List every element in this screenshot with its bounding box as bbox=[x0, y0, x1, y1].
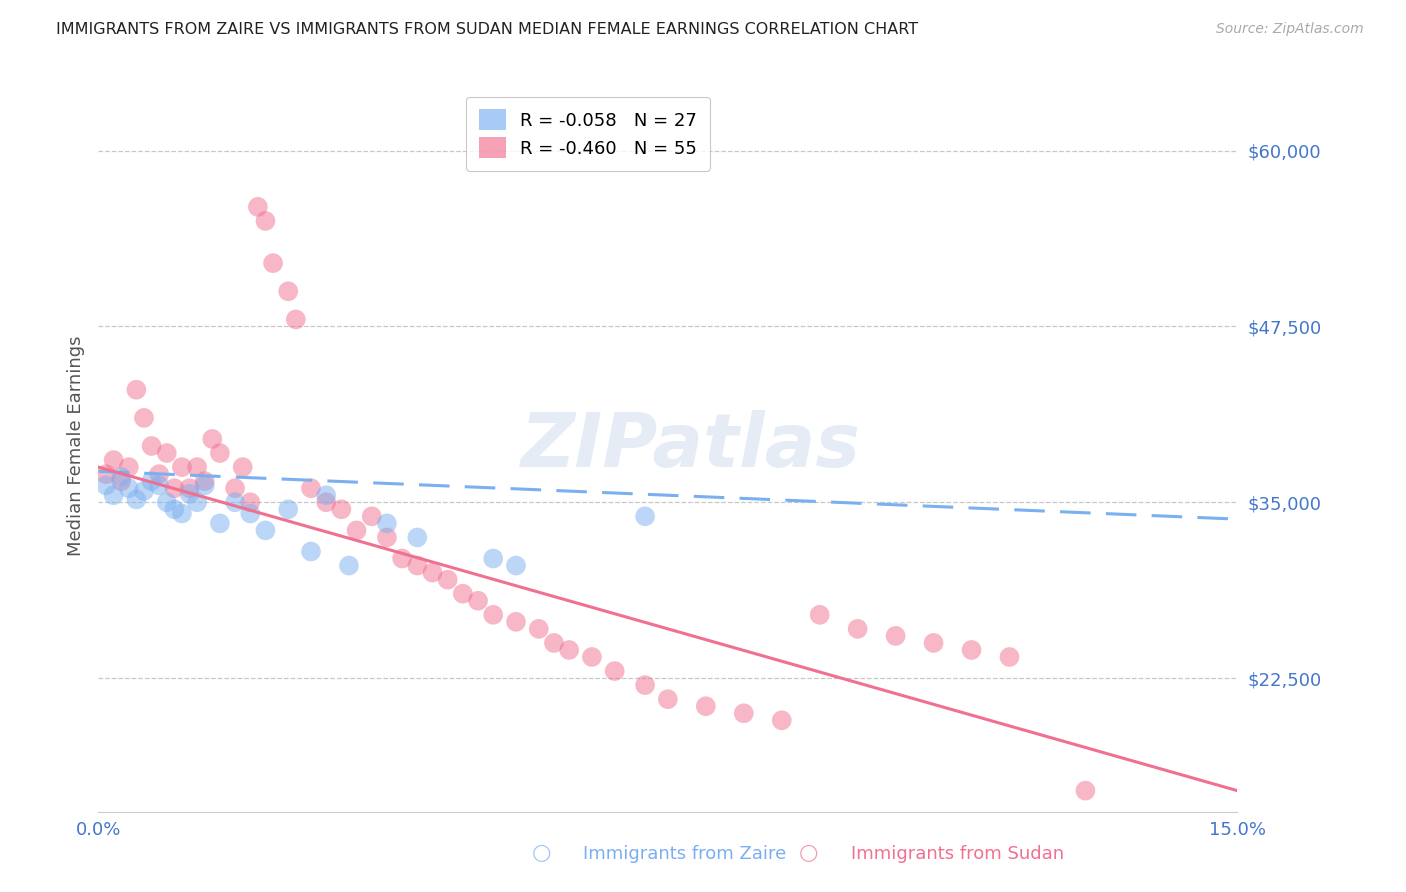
Point bbox=[110, 470, 132, 484]
Point bbox=[156, 495, 179, 509]
Point bbox=[391, 551, 413, 566]
Point bbox=[482, 551, 505, 566]
Point bbox=[960, 643, 983, 657]
Point bbox=[770, 714, 793, 728]
Point bbox=[360, 509, 382, 524]
Point bbox=[558, 643, 581, 657]
Point bbox=[634, 509, 657, 524]
Text: Immigrants from Sudan: Immigrants from Sudan bbox=[851, 846, 1064, 863]
Point bbox=[103, 453, 125, 467]
Point bbox=[141, 439, 163, 453]
Point bbox=[148, 467, 170, 482]
Legend: R = -0.058   N = 27, R = -0.460   N = 55: R = -0.058 N = 27, R = -0.460 N = 55 bbox=[467, 96, 710, 171]
Text: ○: ○ bbox=[531, 844, 551, 863]
Text: Source: ZipAtlas.com: Source: ZipAtlas.com bbox=[1216, 22, 1364, 37]
Point bbox=[224, 495, 246, 509]
Point bbox=[657, 692, 679, 706]
Point bbox=[315, 495, 337, 509]
Point bbox=[406, 558, 429, 573]
Point bbox=[467, 593, 489, 607]
Point bbox=[406, 530, 429, 544]
Point bbox=[254, 214, 277, 228]
Point bbox=[239, 495, 262, 509]
Point bbox=[422, 566, 444, 580]
Point bbox=[103, 488, 125, 502]
Point bbox=[201, 432, 224, 446]
Point bbox=[262, 256, 284, 270]
Point bbox=[132, 410, 155, 425]
Point bbox=[299, 544, 322, 558]
Point bbox=[118, 460, 141, 475]
Point bbox=[884, 629, 907, 643]
Point bbox=[94, 467, 117, 482]
Text: IMMIGRANTS FROM ZAIRE VS IMMIGRANTS FROM SUDAN MEDIAN FEMALE EARNINGS CORRELATIO: IMMIGRANTS FROM ZAIRE VS IMMIGRANTS FROM… bbox=[56, 22, 918, 37]
Point bbox=[110, 474, 132, 488]
Point bbox=[232, 460, 254, 475]
Point bbox=[170, 460, 193, 475]
Point bbox=[141, 474, 163, 488]
Point bbox=[132, 483, 155, 498]
Point bbox=[224, 481, 246, 495]
Y-axis label: Median Female Earnings: Median Female Earnings bbox=[66, 335, 84, 557]
Point bbox=[94, 478, 117, 492]
Point bbox=[284, 312, 307, 326]
Point bbox=[543, 636, 565, 650]
Text: ○: ○ bbox=[799, 844, 818, 863]
Point bbox=[330, 502, 353, 516]
Point bbox=[375, 530, 398, 544]
Point bbox=[179, 481, 201, 495]
Point bbox=[239, 507, 262, 521]
Point bbox=[148, 478, 170, 492]
Point bbox=[208, 516, 231, 531]
Point bbox=[125, 383, 148, 397]
Point bbox=[505, 558, 527, 573]
Point bbox=[315, 488, 337, 502]
Point bbox=[846, 622, 869, 636]
Point bbox=[695, 699, 717, 714]
Point bbox=[603, 664, 626, 678]
Point bbox=[277, 502, 299, 516]
Point bbox=[436, 573, 458, 587]
Point bbox=[170, 507, 193, 521]
Point bbox=[482, 607, 505, 622]
Point bbox=[808, 607, 831, 622]
Point bbox=[208, 446, 231, 460]
Point bbox=[118, 481, 141, 495]
Point bbox=[527, 622, 550, 636]
Point bbox=[733, 706, 755, 721]
Point bbox=[186, 460, 208, 475]
Point bbox=[346, 524, 368, 538]
Point bbox=[254, 524, 277, 538]
Point bbox=[179, 487, 201, 501]
Point bbox=[186, 495, 208, 509]
Point bbox=[246, 200, 269, 214]
Point bbox=[277, 285, 299, 299]
Point bbox=[299, 481, 322, 495]
Point bbox=[194, 478, 217, 492]
Point bbox=[505, 615, 527, 629]
Point bbox=[922, 636, 945, 650]
Point bbox=[194, 474, 217, 488]
Point bbox=[375, 516, 398, 531]
Point bbox=[337, 558, 360, 573]
Point bbox=[451, 587, 474, 601]
Text: Immigrants from Zaire: Immigrants from Zaire bbox=[583, 846, 787, 863]
Point bbox=[1074, 783, 1097, 797]
Point bbox=[634, 678, 657, 692]
Point bbox=[581, 650, 603, 665]
Point bbox=[998, 650, 1021, 665]
Point bbox=[125, 492, 148, 507]
Point bbox=[163, 502, 186, 516]
Point bbox=[163, 481, 186, 495]
Point bbox=[156, 446, 179, 460]
Text: ZIPatlas: ZIPatlas bbox=[520, 409, 860, 483]
